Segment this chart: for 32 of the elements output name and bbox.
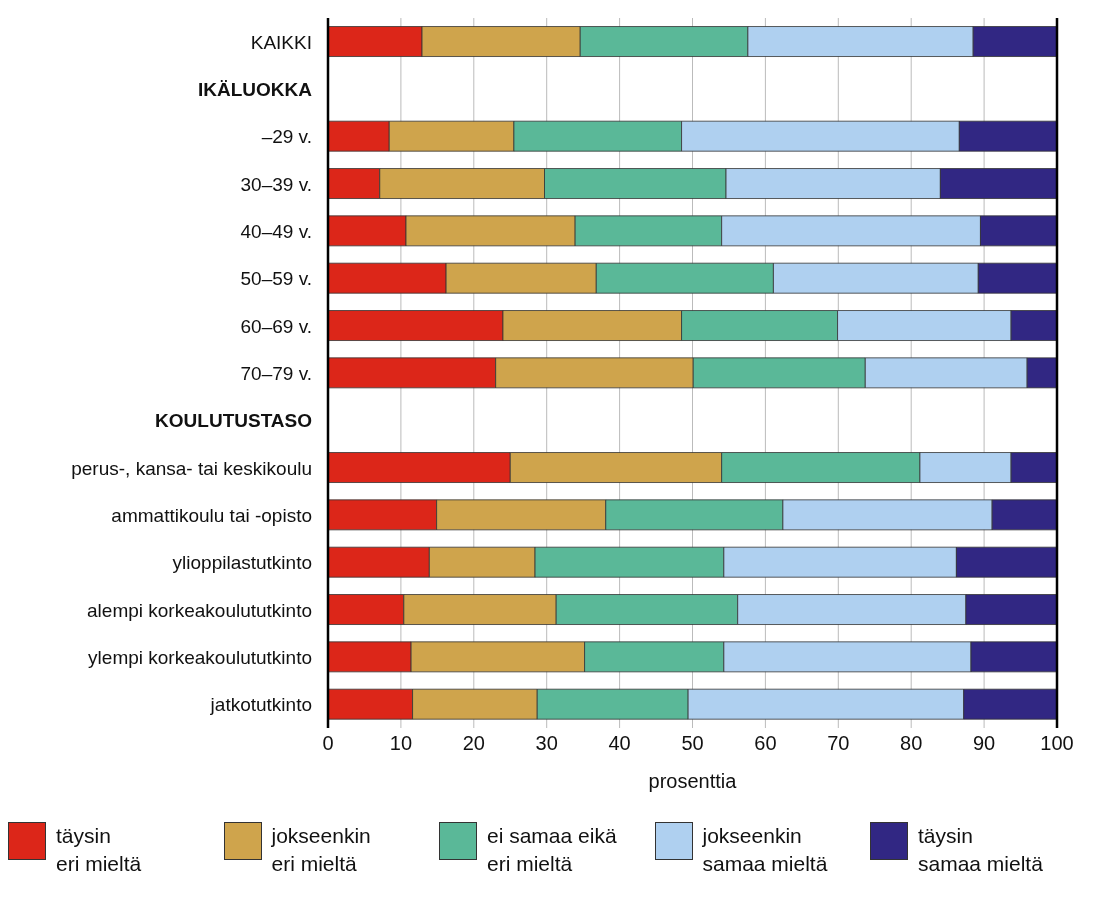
x-tick-label: 50 [681,732,704,755]
y-tick-label: jatkotutkinto [209,694,312,716]
legend-label: täysin eri mieltä [56,823,143,877]
x-tick-label: 10 [389,732,413,755]
y-tick-label: alempi korkeakoulututkinto [87,599,312,621]
y-tick-label: 40–49 v. [240,221,312,242]
y-tick-label: ylioppilastutkinto [172,552,312,574]
y-tick-label: ammattikoulu tai -opisto [111,505,312,526]
y-tick-label: KOULUTUSTASO [155,410,312,432]
y-tick-label: –29 v. [261,126,312,148]
y-tick-label: KAIKKI [250,31,312,53]
x-tick-label: 70 [827,732,850,755]
legend-label: ei samaa eikä eri mieltä [487,823,618,877]
x-tick-label: 90 [972,732,996,755]
legend-label: jokseenkin eri mieltä [271,823,372,877]
x-tick-label: 30 [535,732,558,755]
y-tick-label: perus-, kansa- tai keskikoulu [71,457,312,479]
x-tick-label: 40 [608,732,631,755]
x-tick-label: 20 [462,732,485,755]
y-tick-label: IKÄLUOKKA [198,79,313,100]
y-tick-label: 30–39 v. [240,173,312,195]
y-tick-label: 60–69 v. [240,315,312,337]
x-axis-title: prosenttia [648,770,738,792]
y-tick-label: 50–59 v. [240,268,312,290]
x-tick-label: 100 [1040,732,1074,755]
x-tick-label: 80 [900,732,923,755]
legend-label: jokseenkin samaa mieltä [702,823,829,877]
x-tick-label: 60 [754,732,777,755]
y-tick-label: 70–79 v. [240,363,312,384]
legend-label: täysin samaa mieltä [918,823,1044,877]
y-tick-label: ylempi korkeakoulututkinto [88,647,312,668]
x-tick-label: 0 [322,732,334,755]
